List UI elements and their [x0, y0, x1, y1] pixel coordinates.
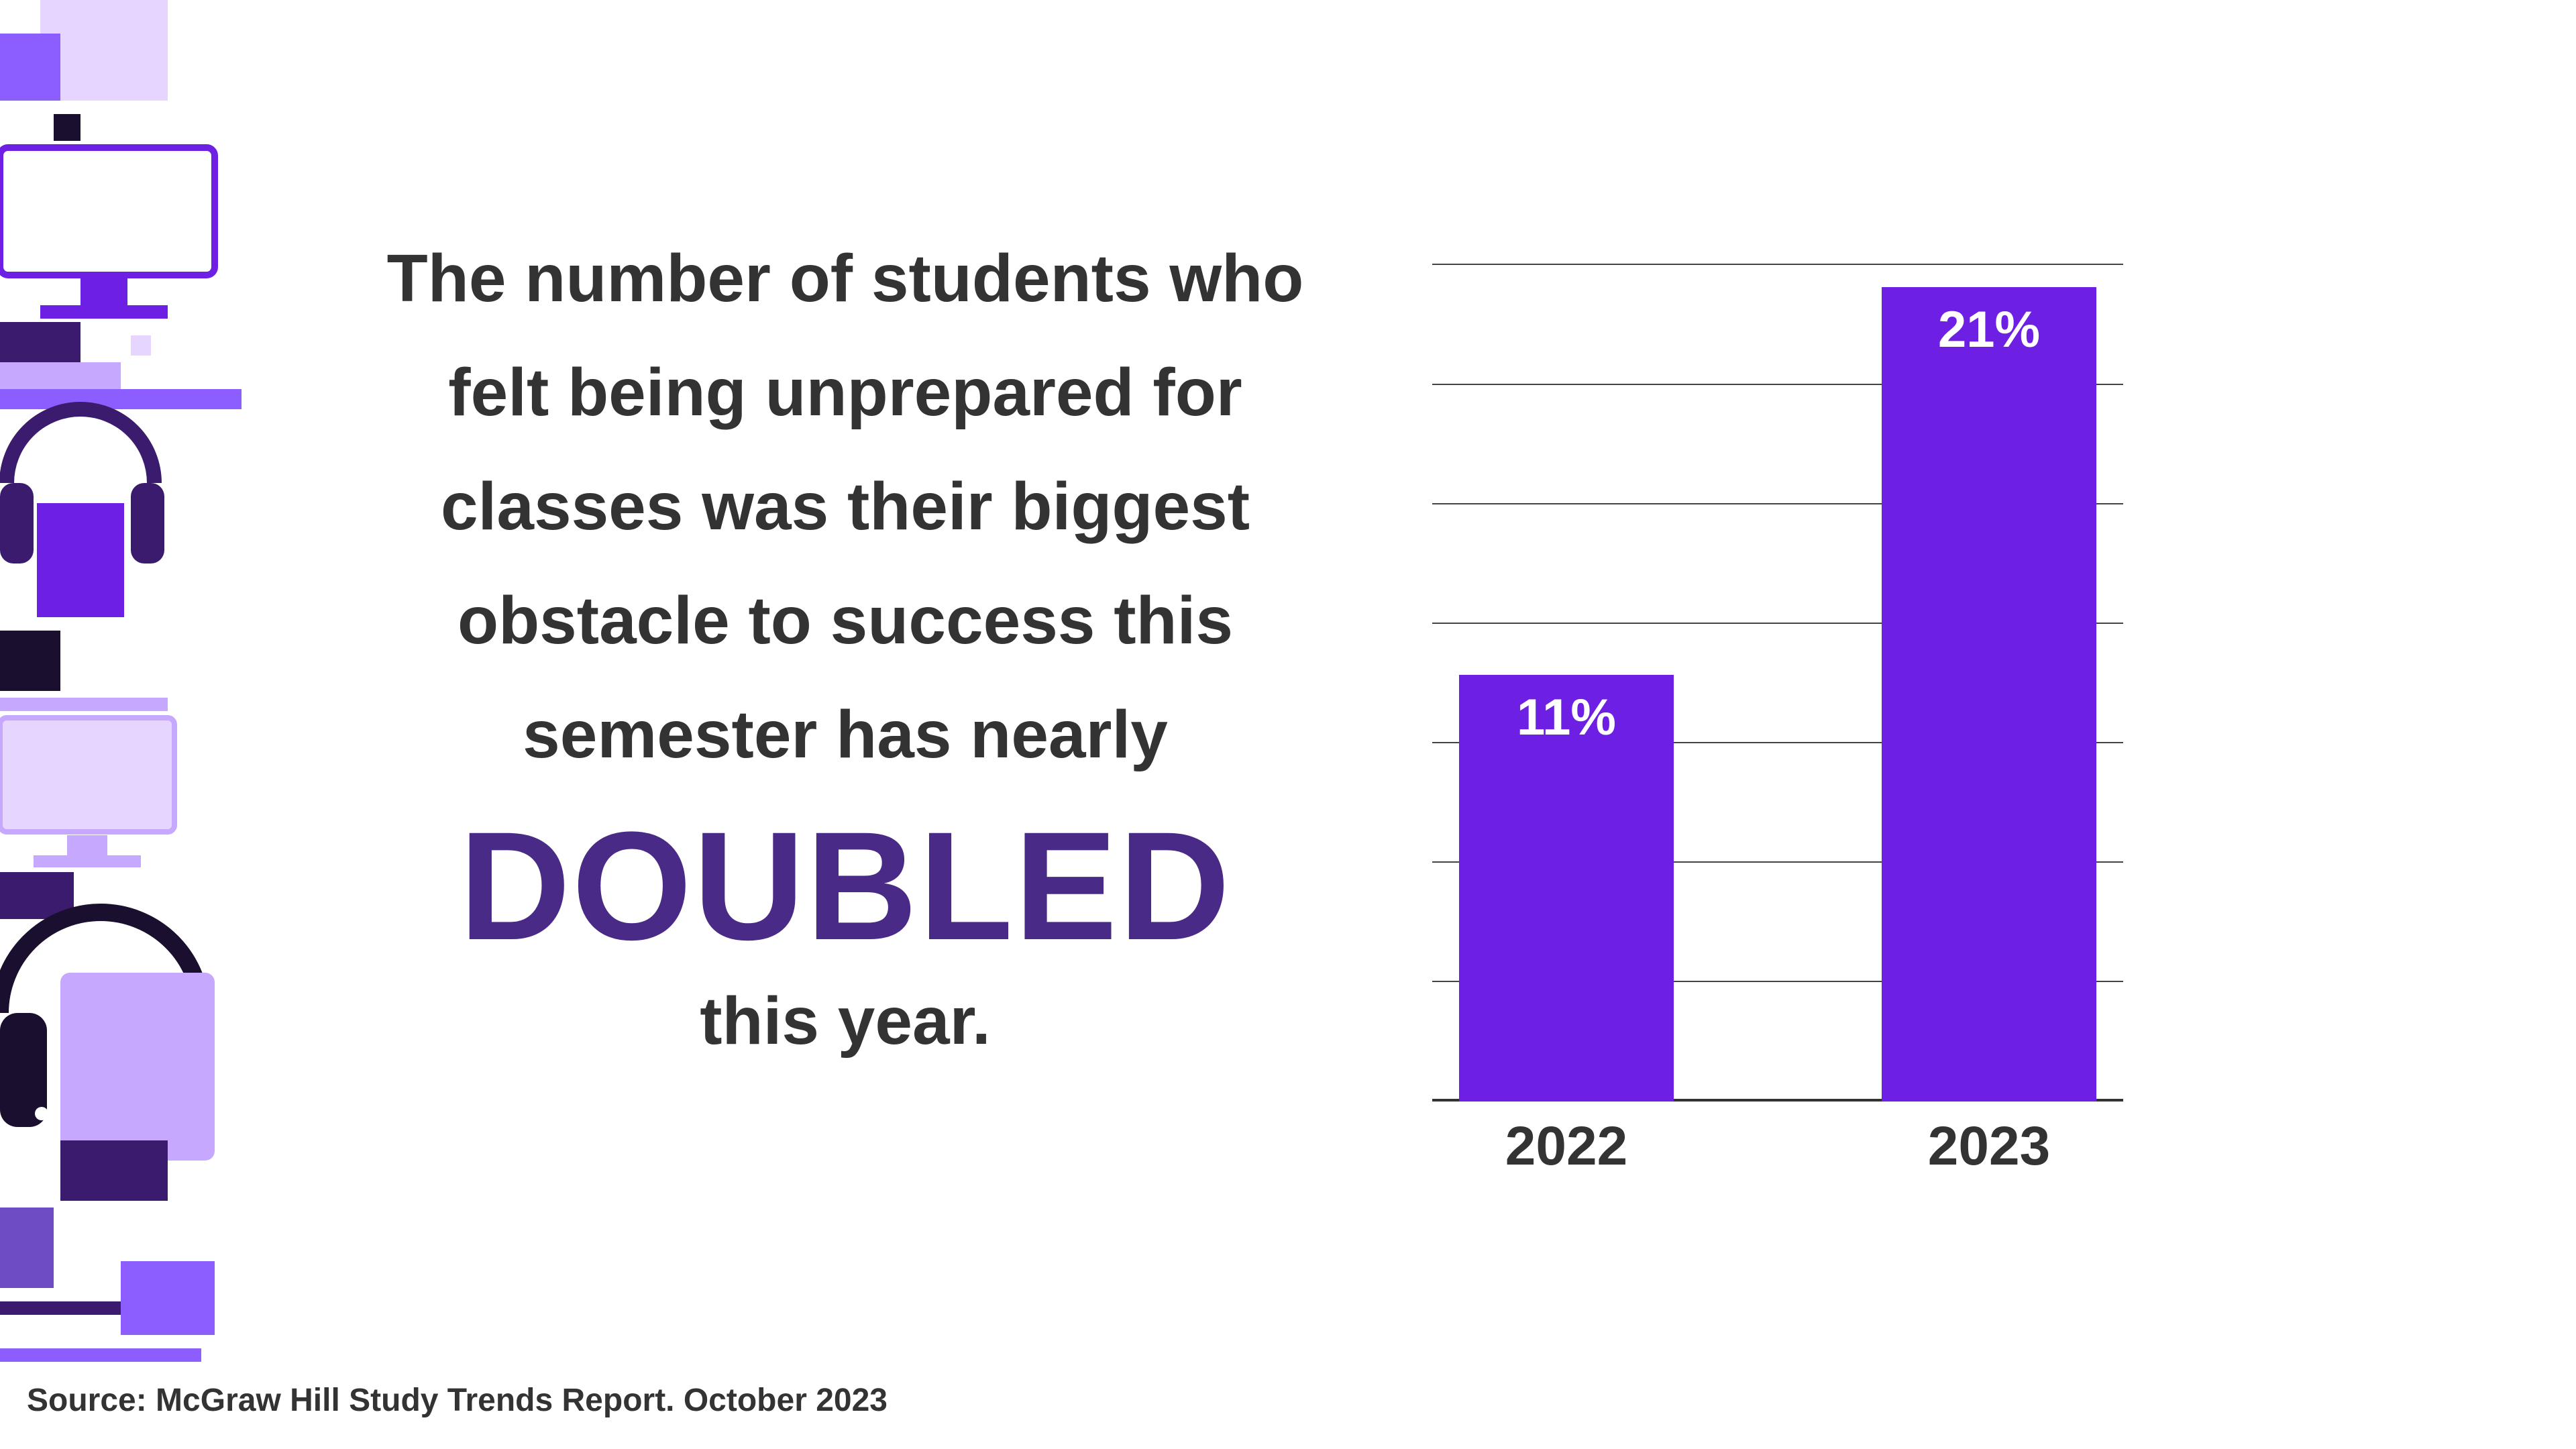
source-attribution: Source: McGraw Hill Study Trends Report.…	[27, 1382, 888, 1419]
bar-value-label: 21%	[1882, 301, 2096, 359]
bar-value-label: 11%	[1459, 688, 1674, 747]
headline-block: The number of students who felt being un…	[356, 221, 1335, 1068]
gridline	[1432, 264, 2123, 265]
headline-lead: The number of students who felt being un…	[356, 221, 1335, 792]
bar-chart: 11% 21% 2022 2023	[1432, 248, 2123, 1178]
x-label-1: 2023	[1882, 1115, 2096, 1178]
x-axis-labels: 2022 2023	[1432, 1115, 2123, 1178]
bar-2022: 11%	[1459, 675, 1674, 1102]
chart-plot-area: 11% 21%	[1432, 248, 2123, 1102]
bar-2023: 21%	[1882, 287, 2096, 1102]
headline-trail: this year.	[356, 974, 1335, 1068]
x-label-0: 2022	[1459, 1115, 1674, 1178]
headline-emphasis: DOUBLED	[356, 805, 1335, 967]
decorative-tech-strip	[0, 0, 248, 1375]
